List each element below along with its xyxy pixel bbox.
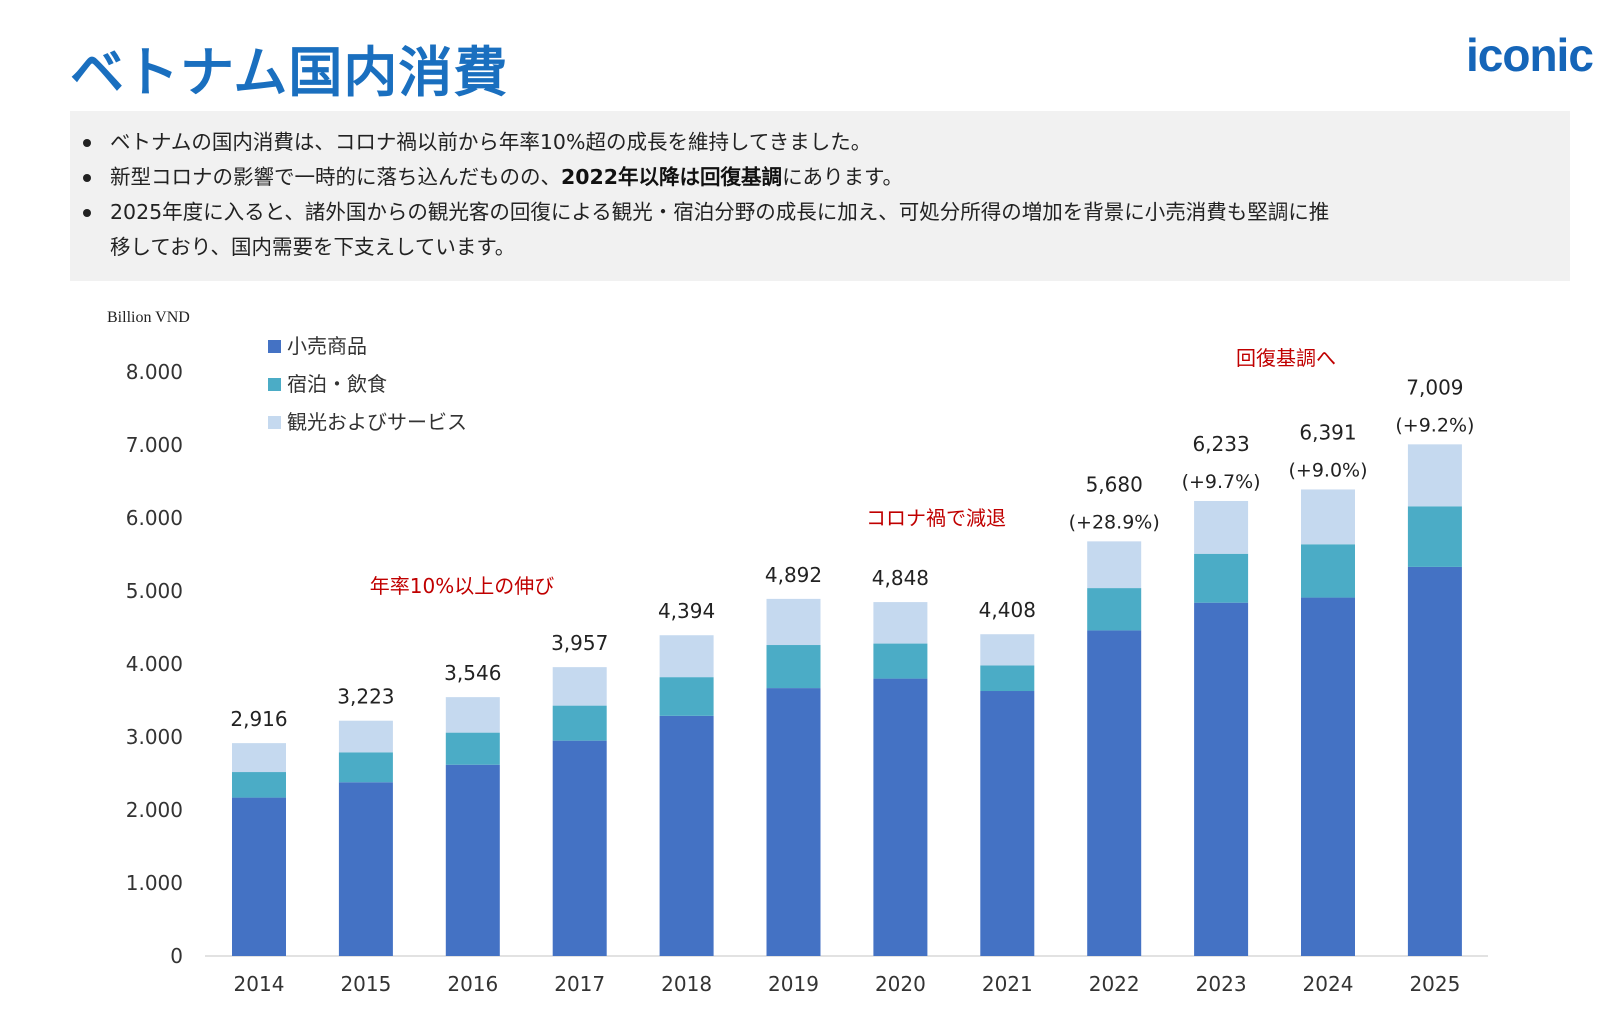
- y-tick-label: 6.000: [126, 506, 183, 530]
- legend-swatch: [268, 416, 281, 429]
- bar-segment: [232, 772, 286, 798]
- summary-bullet: ベトナムの国内消費は、コロナ禍以前から年率10%超の成長を維持してきました。: [83, 125, 1570, 160]
- bar-segment: [1407, 444, 1462, 507]
- bar-segment: [766, 688, 821, 956]
- bar-segment: [873, 602, 928, 644]
- bar-segment: [1194, 602, 1249, 956]
- bar-segment: [1407, 506, 1462, 567]
- y-tick-label: 1.000: [126, 871, 183, 895]
- total-label: 6,391: [1299, 420, 1356, 444]
- bullet-text: 移しており、国内需要を下支えしています。: [110, 235, 516, 259]
- bar-segment: [232, 743, 286, 773]
- y-tick-label: 8.000: [126, 360, 183, 384]
- iconic-logo: iconic: [1466, 29, 1594, 81]
- y-tick-label: 5.000: [126, 579, 183, 603]
- total-label: 6,233: [1192, 432, 1249, 456]
- x-tick-label: 2015: [340, 972, 391, 996]
- bar-segment: [873, 643, 928, 679]
- bullet-bold-text: 2022年以降は回復基調: [561, 165, 783, 189]
- legend-label: 宿泊・飲食: [287, 372, 387, 396]
- bullet-text: 新型コロナの影響で一時的に落ち込んだものの、: [110, 165, 561, 189]
- total-label: 4,848: [872, 566, 929, 590]
- y-tick-label: 7.000: [126, 433, 183, 457]
- total-label: 3,223: [337, 685, 394, 709]
- bar-segment: [873, 678, 928, 956]
- total-label: 7,009: [1406, 375, 1463, 399]
- bar-segment: [1087, 630, 1142, 956]
- y-axis-label: Billion VND: [107, 309, 190, 326]
- summary-bullet: 2025年度に入ると、諸外国からの観光客の回復による観光・宿泊分野の成長に加え、…: [83, 195, 1570, 230]
- legend-label: 小売商品: [287, 334, 367, 358]
- x-tick-label: 2018: [661, 972, 712, 996]
- bar-segment: [445, 697, 500, 733]
- legend-swatch: [268, 340, 281, 353]
- bar-segment: [1301, 489, 1355, 545]
- summary-box: ベトナムの国内消費は、コロナ禍以前から年率10%超の成長を維持してきました。 新…: [70, 111, 1570, 281]
- legend-swatch: [268, 378, 281, 391]
- bar-segment: [552, 667, 607, 706]
- bar-segment: [980, 691, 1035, 956]
- x-tick-label: 2025: [1409, 972, 1460, 996]
- bar-segment: [338, 720, 393, 753]
- stacked-bar-chart: Billion VND 0 1.000 2.000 3.000 4.000 5.000 6.0…: [107, 309, 1488, 996]
- bullet-text: ベトナムの国内消費は、コロナ禍以前から年率10%超の成長を維持してきました。: [110, 130, 872, 154]
- y-tick-label: 4.000: [126, 652, 183, 676]
- bar-segment: [445, 732, 500, 765]
- bar-segment: [980, 665, 1035, 692]
- total-label: 5,680: [1086, 472, 1143, 496]
- summary-bullet: 新型コロナの影響で一時的に落ち込んだものの、2022年以降は回復基調にあります。: [83, 160, 1570, 195]
- bar-segment: [232, 797, 286, 956]
- bar-segment: [766, 645, 821, 689]
- total-label: 4,394: [658, 599, 715, 623]
- bar-segment: [766, 598, 821, 646]
- total-label: 2,916: [230, 707, 287, 731]
- total-label: 4,892: [765, 563, 822, 587]
- y-tick-label: 3.000: [126, 725, 183, 749]
- x-tick-label: 2023: [1196, 972, 1247, 996]
- bar-segment: [659, 635, 714, 678]
- bar-segment: [445, 764, 500, 956]
- total-label: 3,957: [551, 631, 608, 655]
- bar-segment: [1194, 500, 1249, 554]
- page-title: ベトナム国内消費: [70, 41, 509, 104]
- bullet-text: にあります。: [782, 165, 904, 189]
- bar-segment: [1301, 544, 1355, 598]
- x-tick-label: 2024: [1303, 972, 1354, 996]
- x-tick-label: 2021: [982, 972, 1033, 996]
- chart-annotation: 年率10%以上の伸び: [370, 574, 554, 598]
- chart-annotation: コロナ禍で減退: [866, 506, 1006, 530]
- summary-bullet-continuation: 移しており、国内需要を下支えしています。: [110, 230, 1570, 265]
- x-tick-label: 2020: [875, 972, 926, 996]
- bar-segment: [338, 752, 393, 783]
- bar-segment: [1194, 553, 1249, 603]
- bar-segment: [338, 782, 393, 956]
- bar-segment: [1087, 588, 1142, 631]
- y-tick-label: 2.000: [126, 798, 183, 822]
- legend-label: 観光およびサービス: [287, 410, 467, 434]
- bar-segment: [980, 634, 1035, 666]
- chart-annotation: 回復基調へ: [1236, 346, 1336, 370]
- x-tick-label: 2017: [554, 972, 605, 996]
- bar-segment: [659, 715, 714, 956]
- bar-segment: [1087, 541, 1142, 589]
- bar-segment: [1301, 597, 1355, 956]
- growth-label: (+9.0%): [1288, 459, 1367, 481]
- bullet-text: 2025年度に入ると、諸外国からの観光客の回復による観光・宿泊分野の成長に加え、…: [110, 200, 1330, 224]
- total-label: 4,408: [979, 598, 1036, 622]
- total-label: 3,546: [444, 661, 501, 685]
- growth-label: (+9.2%): [1395, 414, 1474, 436]
- x-tick-label: 2016: [447, 972, 498, 996]
- growth-label: (+28.9%): [1069, 511, 1160, 533]
- x-tick-label: 2014: [234, 972, 285, 996]
- x-tick-label: 2022: [1089, 972, 1140, 996]
- bar-segment: [552, 705, 607, 741]
- bar-segment: [552, 740, 607, 956]
- bar-segment: [659, 677, 714, 716]
- bar-segment: [1407, 566, 1462, 956]
- growth-label: (+9.7%): [1182, 471, 1261, 493]
- y-tick-label: 0: [170, 944, 183, 968]
- x-tick-label: 2019: [768, 972, 819, 996]
